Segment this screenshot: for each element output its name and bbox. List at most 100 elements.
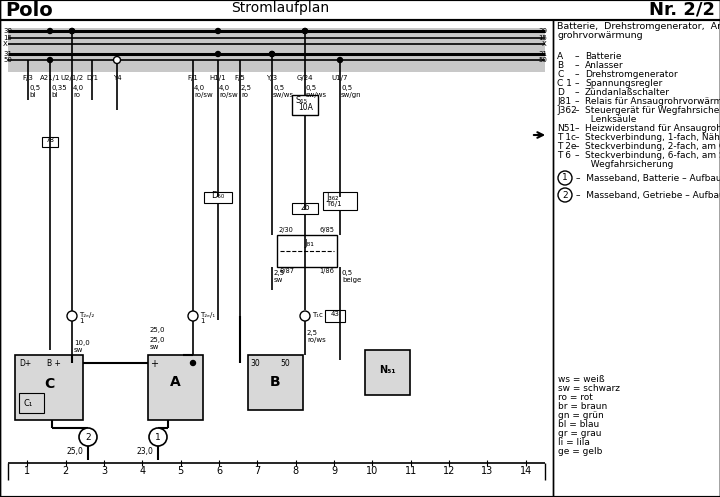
Text: 25,0: 25,0 <box>66 447 84 456</box>
Text: sw/gn: sw/gn <box>341 92 361 98</box>
Text: Heizwiderstand für Ansaugrohrvorwärmung: Heizwiderstand für Ansaugrohrvorwärmung <box>585 124 720 133</box>
Bar <box>323 192 357 210</box>
Text: 10A: 10A <box>298 103 313 112</box>
Text: ro/ws: ro/ws <box>307 337 325 343</box>
Text: X: X <box>3 41 8 47</box>
Text: Spannungsregler: Spannungsregler <box>585 79 662 88</box>
Text: gr = grau: gr = grau <box>558 429 601 438</box>
Text: G/24: G/24 <box>297 75 313 81</box>
Text: T₂ₑ/₁: T₂ₑ/₁ <box>200 312 215 318</box>
Text: D+: D+ <box>19 359 31 368</box>
Circle shape <box>48 58 53 63</box>
Text: –  Masseband, Batterie – Aufbau: – Masseband, Batterie – Aufbau <box>576 174 720 183</box>
Circle shape <box>149 428 167 446</box>
Text: T₂ₑ/₂: T₂ₑ/₂ <box>79 312 94 318</box>
Text: Steckverbindung, 6-fach, am Steuergerät für: Steckverbindung, 6-fach, am Steuergerät … <box>585 151 720 160</box>
Bar <box>19 393 44 413</box>
Circle shape <box>79 428 97 446</box>
Text: ro/sw: ro/sw <box>194 92 212 98</box>
Text: T 2e: T 2e <box>557 142 577 151</box>
Text: 50: 50 <box>3 57 12 63</box>
Text: 6/85: 6/85 <box>319 227 334 233</box>
Text: ro: ro <box>73 92 80 98</box>
Text: –: – <box>575 88 580 97</box>
Text: 4: 4 <box>139 466 145 476</box>
Text: –: – <box>575 133 580 142</box>
Text: D₅₀: D₅₀ <box>212 191 225 200</box>
Text: 30: 30 <box>538 28 547 34</box>
Circle shape <box>269 52 274 57</box>
Text: S₁₅: S₁₅ <box>296 96 308 105</box>
Text: U1/7: U1/7 <box>332 75 348 81</box>
Text: 10,0: 10,0 <box>74 340 90 346</box>
Text: T 6: T 6 <box>557 151 571 160</box>
Text: 78: 78 <box>45 137 55 143</box>
Text: A21/1: A21/1 <box>40 75 60 81</box>
Text: 9: 9 <box>331 466 337 476</box>
Text: bl: bl <box>29 92 35 98</box>
Text: 5: 5 <box>178 466 184 476</box>
Bar <box>148 355 203 420</box>
Text: U2/1/2: U2/1/2 <box>60 75 84 81</box>
Text: Stromlaufplan: Stromlaufplan <box>231 1 329 15</box>
Text: beige: beige <box>342 277 361 283</box>
Text: Steuergerät für Wegfahrsicherung, neben der: Steuergerät für Wegfahrsicherung, neben … <box>585 106 720 115</box>
Text: –  Masseband, Getriebe – Aufbau: – Masseband, Getriebe – Aufbau <box>576 191 720 200</box>
Text: sw/ws: sw/ws <box>273 92 294 98</box>
Text: 0,5: 0,5 <box>29 85 40 91</box>
Circle shape <box>191 360 196 365</box>
Text: X: X <box>542 41 547 47</box>
Text: 4,0: 4,0 <box>73 85 84 91</box>
Bar <box>42 137 58 147</box>
Text: 8/87: 8/87 <box>279 268 294 274</box>
Text: –: – <box>575 61 580 70</box>
Text: sw: sw <box>274 277 284 283</box>
Text: Y4: Y4 <box>113 75 121 81</box>
Text: –: – <box>575 79 580 88</box>
Text: A: A <box>557 52 563 61</box>
Text: H1/1: H1/1 <box>210 75 226 81</box>
Text: Drehstromgenerator: Drehstromgenerator <box>585 70 678 79</box>
Text: –: – <box>575 151 580 160</box>
Bar <box>292 95 318 115</box>
Text: li = lila: li = lila <box>558 438 590 447</box>
Text: sw = schwarz: sw = schwarz <box>558 384 620 393</box>
Text: ro = rot: ro = rot <box>558 393 593 402</box>
Text: 6: 6 <box>216 466 222 476</box>
Text: 43: 43 <box>330 311 339 317</box>
Text: 10: 10 <box>366 466 379 476</box>
Text: 50: 50 <box>538 57 547 63</box>
Text: sw/ws: sw/ws <box>306 92 327 98</box>
Text: A: A <box>170 375 181 389</box>
Text: 0,5: 0,5 <box>342 270 353 276</box>
Text: 14: 14 <box>520 466 532 476</box>
Text: J81: J81 <box>557 97 571 106</box>
Circle shape <box>215 28 220 33</box>
Text: 15: 15 <box>3 35 12 41</box>
Text: sw: sw <box>150 344 159 350</box>
Text: F/3: F/3 <box>22 75 33 81</box>
Text: C: C <box>44 377 54 391</box>
Text: 1: 1 <box>79 318 84 324</box>
Text: br = braun: br = braun <box>558 402 607 411</box>
Text: Batterie: Batterie <box>585 52 621 61</box>
Text: Steckverbindung, 1-fach, Nähe Saugrohr: Steckverbindung, 1-fach, Nähe Saugrohr <box>585 133 720 142</box>
Circle shape <box>558 171 572 185</box>
Text: Y/3: Y/3 <box>266 75 278 81</box>
Text: 30: 30 <box>250 359 260 368</box>
Text: 31: 31 <box>3 51 12 57</box>
Text: Batterie,  Drehstromgenerator,  Anlasser,  Ansau-: Batterie, Drehstromgenerator, Anlasser, … <box>557 22 720 31</box>
Text: N51: N51 <box>557 124 575 133</box>
Text: T6/1: T6/1 <box>326 201 341 207</box>
Text: T₁c: T₁c <box>312 312 323 318</box>
Text: B +: B + <box>47 359 61 368</box>
Text: 12: 12 <box>443 466 455 476</box>
Bar <box>15 355 83 420</box>
Text: Anlasser: Anlasser <box>585 61 624 70</box>
Text: Wegfahrsicherung: Wegfahrsicherung <box>585 160 673 169</box>
Text: 2: 2 <box>562 190 568 199</box>
Text: 31: 31 <box>538 51 547 57</box>
Text: –: – <box>575 142 580 151</box>
Text: T 1c: T 1c <box>557 133 576 142</box>
Circle shape <box>558 188 572 202</box>
